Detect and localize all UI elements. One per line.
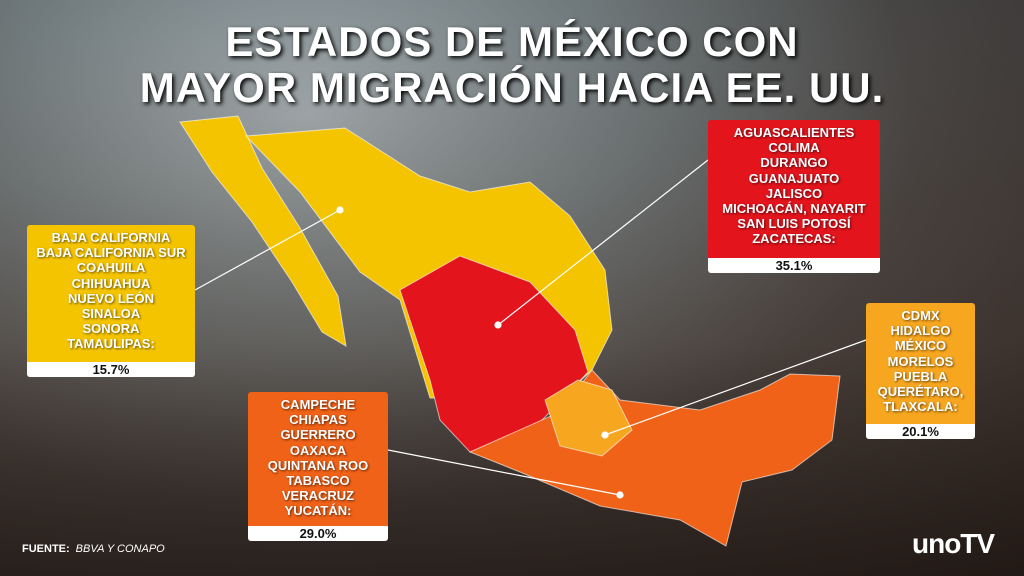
state-name: NUEVO LEÓN: [68, 290, 154, 306]
state-name: TAMAULIPAS:: [67, 336, 155, 352]
state-name: CHIAPAS: [289, 412, 347, 428]
leader-dot: [336, 206, 344, 214]
state-name: TLAXCALA:: [883, 399, 958, 415]
state-name: AGUASCALIENTES: [733, 125, 855, 140]
source-text: BBVA Y CONAPO: [75, 543, 165, 555]
state-name: QUINTANA ROO: [267, 457, 369, 473]
migration-share: 20.1%: [866, 424, 975, 439]
state-name: QUERÉTARO,: [877, 384, 964, 400]
state-group-box: AGUASCALIENTES COLIMA DURANGO GUANAJUATO JAL…: [708, 120, 880, 273]
migration-share: 15.7%: [27, 362, 195, 377]
state-name: SINALOA: [81, 306, 141, 322]
state-name: GUERRERO: [280, 427, 356, 443]
title-line: ESTADOS DE MÉXICO CON: [225, 18, 799, 65]
state-name: COLIMA: [768, 140, 820, 156]
migration-share: 35.1%: [708, 258, 880, 273]
state-name: ZACATECAS:: [752, 231, 836, 247]
state-group-box: BAJA CALIFORNIA BAJA CALIFORNIA SUR COAHUI…: [27, 225, 195, 377]
state-name: COAHUILA: [76, 260, 146, 276]
state-name: GUANAJUATO: [748, 170, 840, 186]
leader-dot: [494, 321, 502, 329]
state-name: MÉXICO: [894, 338, 947, 354]
state-name: YUCATÁN:: [284, 503, 352, 519]
leader-line: [497, 159, 709, 326]
title-line: MAYOR MIGRACIÓN HACIA EE. UU.: [139, 64, 885, 111]
state-group-box: CAMPECHE CHIAPAS GUERRERO OAXACA QUINTANA RO…: [248, 392, 388, 541]
state-name: HIDALGO: [890, 323, 951, 339]
leader-line: [604, 339, 867, 436]
state-name: TABASCO: [286, 473, 350, 489]
state-name: SAN LUIS POTOSÍ: [737, 216, 851, 232]
region-center: [544, 379, 633, 457]
region-north: [179, 115, 347, 347]
leader-line: [194, 209, 341, 291]
state-name: MORELOS: [887, 353, 954, 369]
leader-dot: [601, 431, 609, 439]
state-name: CDMX: [901, 308, 940, 323]
leader-line: [387, 449, 621, 496]
state-name: DURANGO: [760, 155, 828, 171]
migration-share: 29.0%: [248, 526, 388, 541]
logo: unoTV: [912, 528, 995, 559]
state-name: PUEBLA: [893, 368, 948, 384]
leader-dot: [616, 491, 624, 499]
source: FUENTE: BBVA Y CONAPO: [22, 543, 165, 555]
state-name: SONORA: [82, 321, 140, 337]
state-name: BAJA CALIFORNIA: [51, 230, 171, 245]
state-name: CHIHUAHUA: [71, 275, 151, 291]
state-name: BAJA CALIFORNIA SUR: [36, 245, 186, 261]
state-name: JALISCO: [765, 185, 823, 201]
state-name: VERACRUZ: [281, 488, 355, 504]
state-group-box: CDMX HIDALGO MÉXICO MORELOS PUEBLA QUERÉTARO,…: [866, 303, 975, 439]
source-label: FUENTE:: [22, 543, 70, 555]
state-name: CAMPECHE: [280, 397, 356, 412]
state-name: OAXACA: [289, 442, 347, 458]
state-name: MICHOACÁN, NAYARIT: [722, 201, 866, 217]
